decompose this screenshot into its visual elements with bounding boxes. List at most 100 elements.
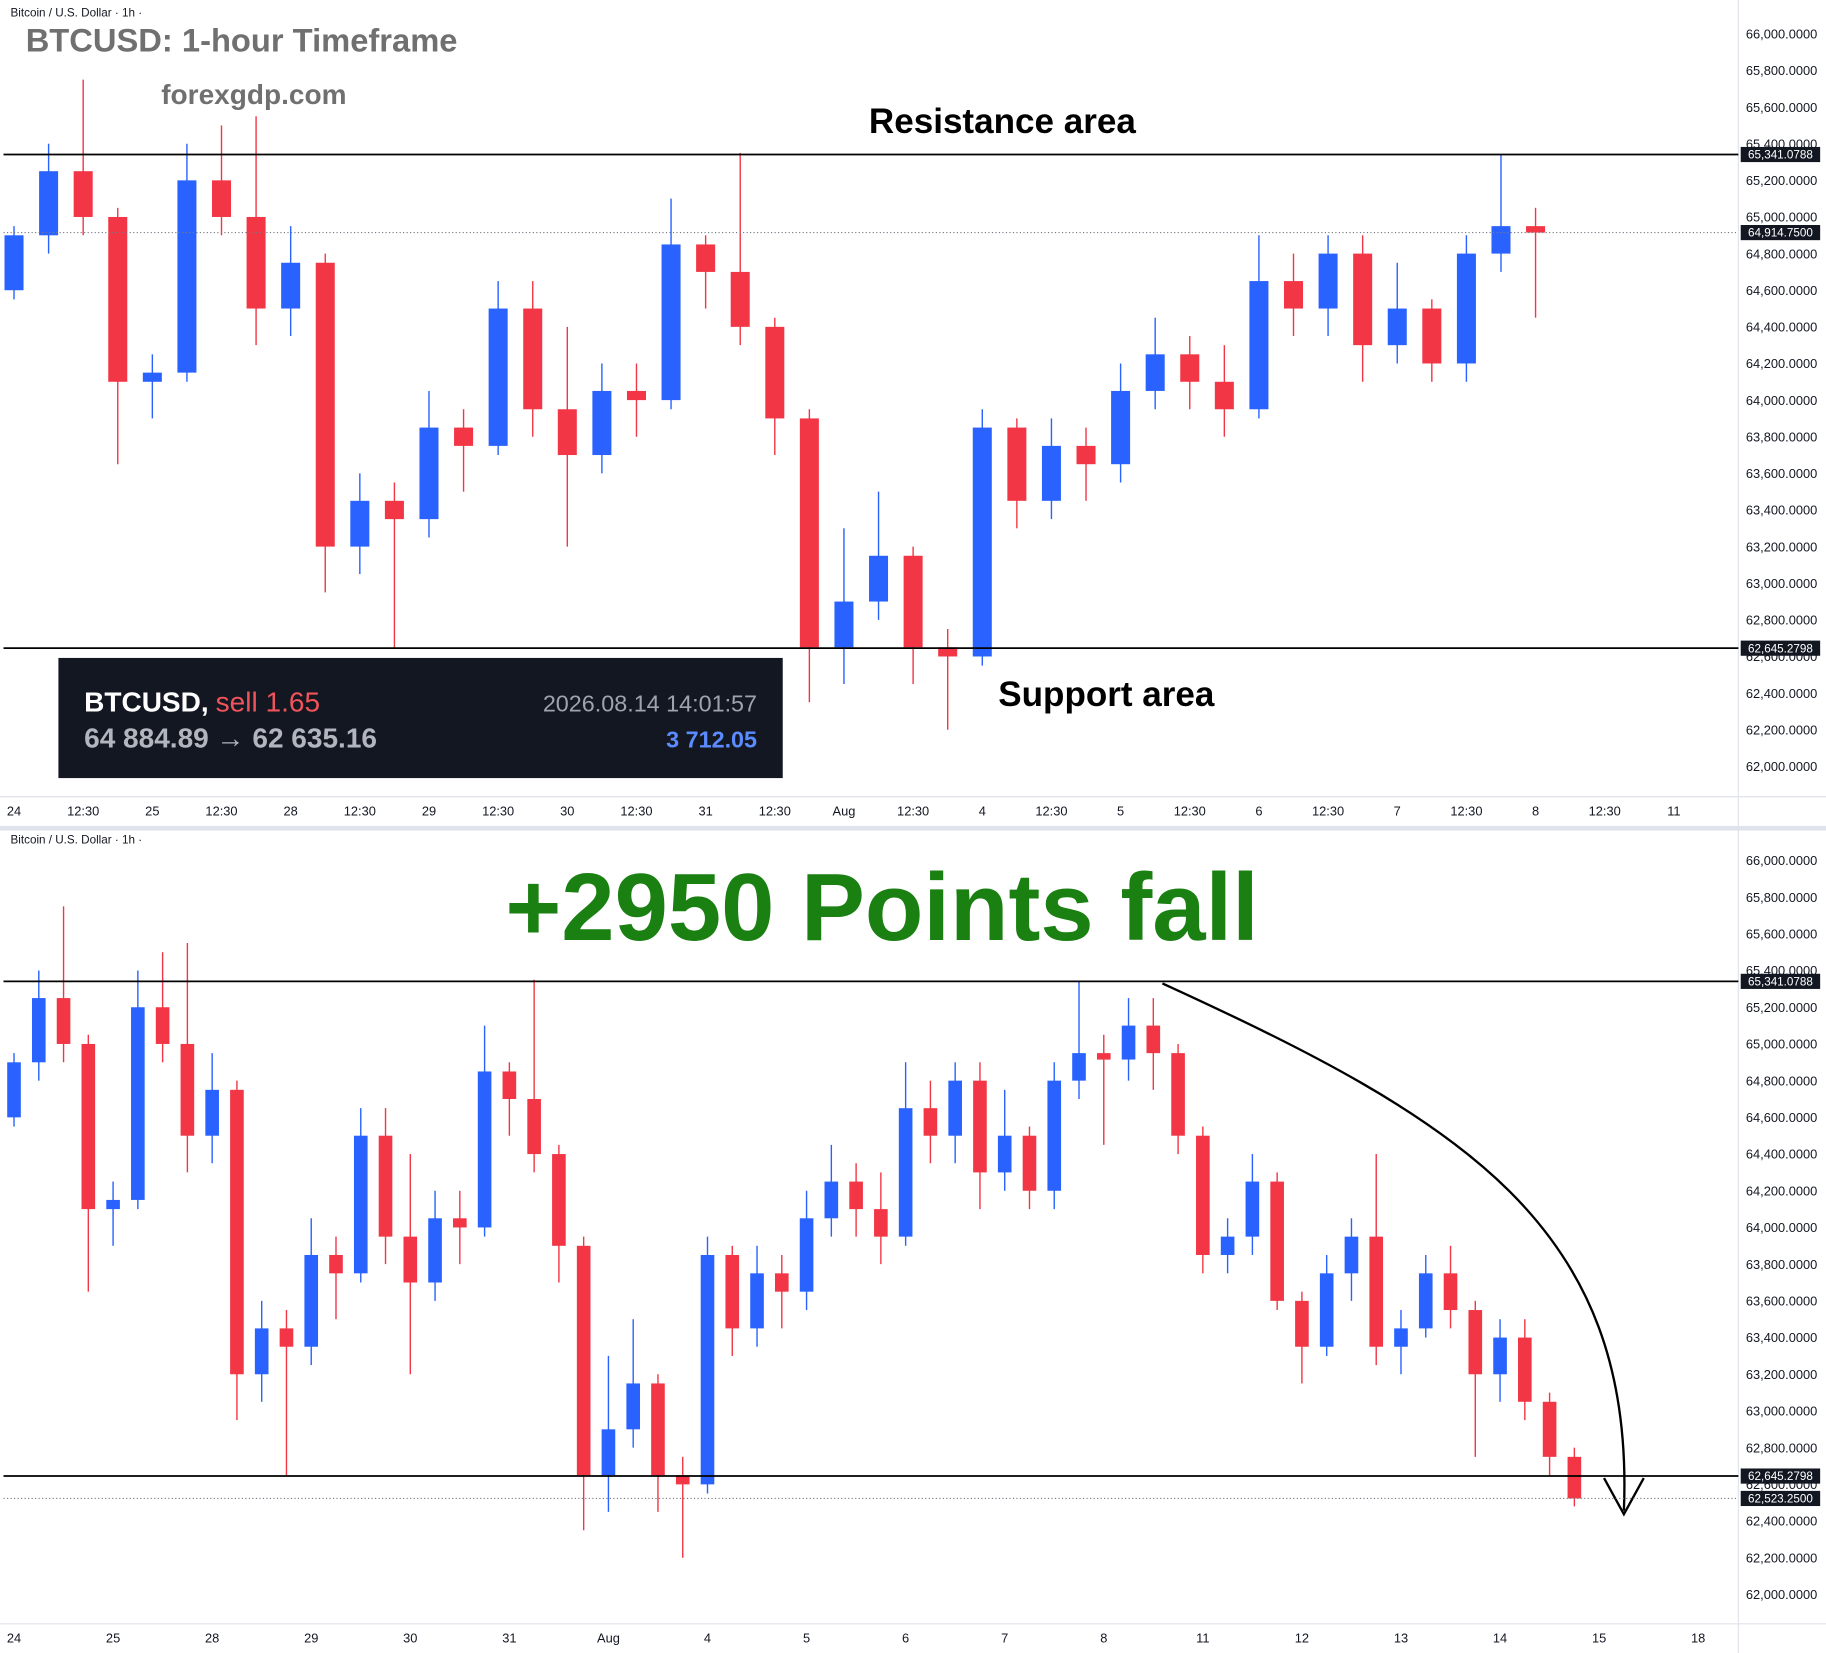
x-tick-label: 5 bbox=[803, 1631, 810, 1646]
candle-body bbox=[106, 1199, 120, 1210]
candle-body bbox=[1146, 1025, 1161, 1054]
x-tick-label: 25 bbox=[106, 1631, 120, 1646]
candle-body bbox=[1418, 1273, 1433, 1329]
candle-body bbox=[230, 1089, 244, 1375]
candle-body bbox=[675, 1475, 690, 1485]
candle-body bbox=[869, 555, 889, 602]
candle-body bbox=[1295, 1300, 1309, 1347]
candle-body bbox=[700, 1254, 715, 1485]
candle-body bbox=[403, 1236, 418, 1283]
panel-separator bbox=[0, 825, 1826, 831]
x-tick-label: 31 bbox=[502, 1631, 516, 1646]
candle-body bbox=[799, 418, 819, 648]
x-tick-label: 12 bbox=[1295, 1631, 1309, 1646]
y-tick-label: 64,800.0000 bbox=[1746, 1073, 1817, 1088]
y-tick-label: 65,200.0000 bbox=[1746, 1000, 1817, 1015]
x-tick-label: 24 bbox=[7, 803, 21, 818]
y-tick-label: 62,200.0000 bbox=[1746, 1550, 1817, 1565]
candle-body bbox=[1443, 1273, 1458, 1311]
candle-body bbox=[1022, 1135, 1037, 1191]
x-tick-label: 11 bbox=[1196, 1631, 1209, 1646]
annotation: Support area bbox=[998, 675, 1215, 714]
x-tick-label: 13 bbox=[1394, 1631, 1408, 1646]
candle-body bbox=[1526, 226, 1546, 233]
candle-body bbox=[874, 1209, 888, 1237]
candle-body bbox=[523, 308, 543, 410]
trade-profit: 3 712.05 bbox=[666, 727, 757, 753]
candle-body bbox=[419, 427, 439, 520]
y-tick-label: 65,800.0000 bbox=[1746, 63, 1817, 78]
candle-body bbox=[601, 1429, 616, 1476]
price-tag-label: 62,645.2798 bbox=[1748, 642, 1813, 655]
candle-body bbox=[180, 1043, 195, 1136]
candle-body bbox=[651, 1383, 665, 1476]
candle-body bbox=[1041, 445, 1061, 501]
y-tick-label: 65,000.0000 bbox=[1746, 1037, 1817, 1052]
candle-body bbox=[1491, 226, 1511, 254]
candle-body bbox=[1096, 1053, 1111, 1060]
x-tick-label: 31 bbox=[698, 803, 712, 818]
x-tick-label: Aug bbox=[597, 1631, 620, 1646]
x-tick-label: 29 bbox=[304, 1631, 318, 1646]
candle-body bbox=[1319, 1273, 1334, 1347]
candle-body bbox=[279, 1328, 294, 1347]
candle-body bbox=[799, 1218, 814, 1292]
y-tick-label: 63,600.0000 bbox=[1746, 1294, 1817, 1309]
annotation: Resistance area bbox=[869, 102, 1136, 141]
y-tick-label: 64,400.0000 bbox=[1746, 320, 1817, 335]
y-tick-label: 62,200.0000 bbox=[1746, 722, 1817, 737]
candle-body bbox=[696, 244, 716, 272]
x-tick-label: 28 bbox=[205, 1631, 219, 1646]
candle-body bbox=[108, 216, 128, 382]
candle-body bbox=[774, 1273, 789, 1292]
x-tick-label: 4 bbox=[704, 1631, 711, 1646]
y-tick-label: 64,400.0000 bbox=[1746, 1147, 1817, 1162]
y-tick-label: 63,600.0000 bbox=[1746, 466, 1817, 481]
price-tag-label: 65,341.0788 bbox=[1748, 149, 1813, 162]
candle-body bbox=[1076, 445, 1096, 465]
candle-body bbox=[73, 171, 93, 217]
candle-body bbox=[177, 180, 197, 373]
candle-body bbox=[453, 1218, 467, 1228]
candle-body bbox=[1344, 1236, 1359, 1274]
candle-body bbox=[750, 1273, 764, 1329]
y-tick-label: 63,800.0000 bbox=[1746, 429, 1817, 444]
candle-body bbox=[428, 1218, 442, 1283]
trade-time: 2026.08.14 14:01:57 bbox=[543, 691, 757, 717]
candle-body bbox=[350, 500, 370, 547]
x-tick-label: 12:30 bbox=[759, 803, 791, 818]
price-tag bbox=[1740, 973, 1821, 989]
candle-body bbox=[592, 390, 612, 456]
price-tag-label: 65,341.0788 bbox=[1748, 975, 1813, 988]
x-tick-label: 14 bbox=[1493, 1631, 1507, 1646]
candle-body bbox=[281, 262, 301, 309]
candle-body bbox=[353, 1135, 368, 1274]
x-tick-label: 18 bbox=[1691, 1631, 1705, 1646]
candle-body bbox=[477, 1071, 492, 1228]
x-tick-label: 12:30 bbox=[1450, 803, 1482, 818]
y-tick-label: 63,000.0000 bbox=[1746, 576, 1817, 591]
candle-body bbox=[1121, 1025, 1136, 1060]
candle-body bbox=[1318, 253, 1338, 309]
x-tick-label: Aug bbox=[833, 803, 856, 818]
y-tick-label: 65,000.0000 bbox=[1746, 210, 1817, 225]
candle-body bbox=[1249, 281, 1269, 410]
candle-body bbox=[246, 216, 266, 309]
symbol-label: Bitcoin / U.S. Dollar · 1h · bbox=[11, 833, 143, 846]
candle-body bbox=[155, 1007, 170, 1044]
trade-side: sell 1.65 bbox=[216, 687, 320, 718]
x-tick-label: 25 bbox=[145, 803, 159, 818]
candle-body bbox=[923, 1108, 938, 1136]
candle-body bbox=[315, 262, 335, 547]
y-tick-label: 63,200.0000 bbox=[1746, 539, 1817, 554]
x-tick-label: 11 bbox=[1667, 803, 1680, 818]
trade-box-bg bbox=[58, 657, 783, 779]
y-tick-label: 62,800.0000 bbox=[1746, 613, 1817, 628]
candle-body bbox=[1196, 1135, 1210, 1255]
plot-layer: 62,000.000062,200.000062,400.000062,600.… bbox=[3, 27, 1821, 1646]
x-tick-label: 12:30 bbox=[897, 803, 929, 818]
candle-body bbox=[254, 1328, 269, 1375]
y-tick-label: 64,000.0000 bbox=[1746, 1220, 1817, 1235]
candle-body bbox=[304, 1254, 319, 1347]
